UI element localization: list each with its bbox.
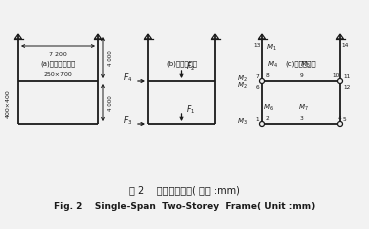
Text: $F_2$: $F_2$ [186,60,195,73]
Text: $M_3$: $M_3$ [237,116,248,127]
Text: 4 000: 4 000 [108,95,114,111]
Text: $M_2$: $M_2$ [237,81,248,91]
Text: 10: 10 [332,73,340,78]
Text: $F_4$: $F_4$ [123,71,132,84]
Text: 12: 12 [343,85,351,90]
Circle shape [259,79,265,84]
Text: 3: 3 [299,115,303,120]
Circle shape [338,79,342,84]
Text: $F_3$: $F_3$ [123,114,132,127]
Text: $M_1$: $M_1$ [266,43,277,53]
Text: $M_2$: $M_2$ [237,74,248,84]
Text: $M_5$: $M_5$ [300,60,310,70]
Text: Fig. 2    Single-Span  Two-Storey  Frame( Unit :mm): Fig. 2 Single-Span Two-Storey Frame( Uni… [54,202,315,211]
Text: (c)塑性铰位置: (c)塑性铰位置 [286,60,316,67]
Text: 4 000: 4 000 [108,50,114,66]
Circle shape [338,122,342,127]
Text: $M_6$: $M_6$ [263,102,273,112]
Text: 5: 5 [343,117,347,121]
Text: 1: 1 [255,117,259,121]
Text: 13: 13 [254,43,261,48]
Text: $M_7$: $M_7$ [298,102,308,112]
Text: 250×700: 250×700 [44,72,72,77]
Text: 8: 8 [265,73,269,78]
Text: 400×400: 400×400 [6,89,10,117]
Text: 4: 4 [338,115,342,120]
Text: 图 2    单跨两层框架( 单位 :mm): 图 2 单跨两层框架( 单位 :mm) [129,184,240,194]
Text: 11: 11 [343,74,350,79]
Circle shape [259,122,265,127]
Text: (a)框架几何尺寸: (a)框架几何尺寸 [40,60,76,67]
Text: $F_1$: $F_1$ [186,103,195,116]
Text: 9: 9 [299,73,303,78]
Text: 7 200: 7 200 [49,51,67,56]
Text: $M_4$: $M_4$ [266,60,277,70]
Text: 14: 14 [341,43,348,48]
Text: 6: 6 [255,85,259,90]
Text: 7: 7 [255,74,259,79]
Text: (b)外荷载计算: (b)外荷载计算 [166,60,197,67]
Text: 2: 2 [265,115,269,120]
